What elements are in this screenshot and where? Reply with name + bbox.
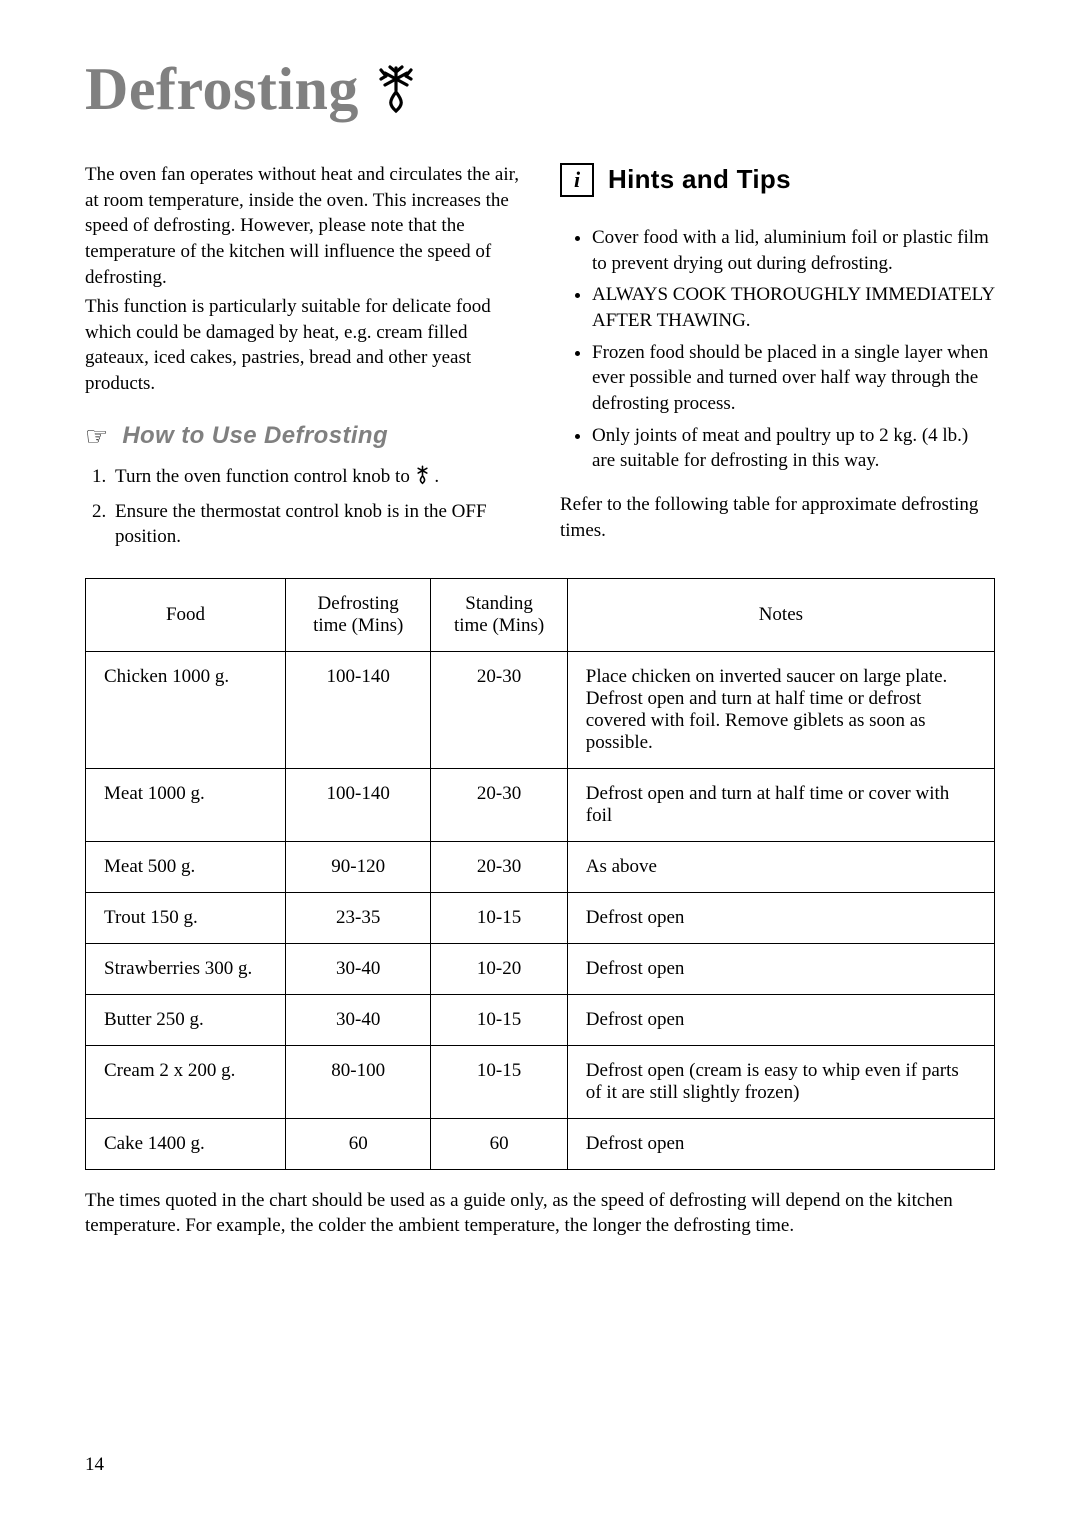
howto-heading: How to Use Defrosting	[122, 420, 388, 452]
two-column-layout: The oven fan operates without heat and c…	[85, 162, 995, 556]
cell-standing-time: 20-30	[431, 651, 567, 768]
page: Defrosting The oven fan operates without…	[0, 0, 1080, 1528]
cell-standing-time: 20-30	[431, 768, 567, 841]
intro-paragraph-1: The oven fan operates without heat and c…	[85, 162, 520, 290]
cell-food: Chicken 1000 g.	[86, 651, 286, 768]
hint-item: Cover food with a lid, aluminium foil or…	[592, 225, 995, 276]
defrosting-table: Food Defrosting time (Mins) Standing tim…	[85, 578, 995, 1170]
hint-item: Only joints of meat and poultry up to 2 …	[592, 423, 995, 474]
hints-heading-row: i Hints and Tips	[560, 162, 995, 197]
table-row: Cake 1400 g. 60 60 Defrost open	[86, 1118, 995, 1169]
footnote: The times quoted in the chart should be …	[85, 1188, 995, 1239]
cell-defrost-time: 60	[285, 1118, 430, 1169]
hints-list: Cover food with a lid, aluminium foil or…	[560, 225, 995, 474]
howto-steps: Turn the oven function control knob to .	[85, 464, 520, 550]
pointing-hand-icon: ☞	[85, 419, 108, 454]
cell-notes: Defrost open	[567, 1118, 994, 1169]
cell-defrost-time: 30-40	[285, 994, 430, 1045]
cell-standing-time: 20-30	[431, 841, 567, 892]
cell-food: Strawberries 300 g.	[86, 943, 286, 994]
table-row: Chicken 1000 g. 100-140 20-30 Place chic…	[86, 651, 995, 768]
table-row: Meat 500 g. 90-120 20-30 As above	[86, 841, 995, 892]
cell-standing-time: 60	[431, 1118, 567, 1169]
cell-defrost-time: 80-100	[285, 1045, 430, 1118]
hints-refer: Refer to the following table for approxi…	[560, 492, 995, 543]
hint-item: ALWAYS COOK THOROUGHLY IMMEDIATELY AFTER…	[592, 282, 995, 333]
info-icon: i	[560, 163, 594, 197]
howto-step-1: Turn the oven function control knob to .	[111, 464, 520, 493]
table-row: Cream 2 x 200 g. 80-100 10-15 Defrost op…	[86, 1045, 995, 1118]
cell-notes: Defrost open	[567, 892, 994, 943]
page-number: 14	[85, 1454, 104, 1476]
cell-notes: Defrost open	[567, 994, 994, 1045]
cell-standing-time: 10-20	[431, 943, 567, 994]
defrost-icon-inline	[415, 469, 435, 490]
table-row: Butter 250 g. 30-40 10-15 Defrost open	[86, 994, 995, 1045]
cell-defrost-time: 100-140	[285, 768, 430, 841]
cell-notes: As above	[567, 841, 994, 892]
step1-text-pre: Turn the oven function control knob to	[115, 466, 415, 487]
cell-standing-time: 10-15	[431, 892, 567, 943]
cell-food: Cream 2 x 200 g.	[86, 1045, 286, 1118]
defrost-icon	[377, 65, 415, 115]
cell-food: Cake 1400 g.	[86, 1118, 286, 1169]
cell-notes: Defrost open and turn at half time or co…	[567, 768, 994, 841]
intro-paragraph-2: This function is particularly suitable f…	[85, 294, 520, 397]
howto-step-2: Ensure the thermostat control knob is in…	[111, 499, 520, 550]
cell-defrost-time: 100-140	[285, 651, 430, 768]
table-row: Strawberries 300 g. 30-40 10-20 Defrost …	[86, 943, 995, 994]
title-row: Defrosting	[85, 55, 995, 124]
th-defrost-time: Defrosting time (Mins)	[285, 578, 430, 651]
howto-heading-row: ☞ How to Use Defrosting	[85, 419, 520, 454]
cell-standing-time: 10-15	[431, 1045, 567, 1118]
cell-food: Meat 1000 g.	[86, 768, 286, 841]
cell-food: Trout 150 g.	[86, 892, 286, 943]
table-row: Meat 1000 g. 100-140 20-30 Defrost open …	[86, 768, 995, 841]
right-column: i Hints and Tips Cover food with a lid, …	[560, 162, 995, 556]
th-standing-time: Standing time (Mins)	[431, 578, 567, 651]
step2-text: Ensure the thermostat control knob is in…	[115, 501, 487, 548]
cell-defrost-time: 90-120	[285, 841, 430, 892]
table-header-row: Food Defrosting time (Mins) Standing tim…	[86, 578, 995, 651]
cell-standing-time: 10-15	[431, 994, 567, 1045]
cell-food: Meat 500 g.	[86, 841, 286, 892]
step1-text-post: .	[434, 466, 439, 487]
left-column: The oven fan operates without heat and c…	[85, 162, 520, 556]
cell-defrost-time: 30-40	[285, 943, 430, 994]
cell-food: Butter 250 g.	[86, 994, 286, 1045]
th-food: Food	[86, 578, 286, 651]
hint-item: Frozen food should be placed in a single…	[592, 340, 995, 417]
table-body: Chicken 1000 g. 100-140 20-30 Place chic…	[86, 651, 995, 1169]
hints-heading: Hints and Tips	[608, 162, 791, 197]
cell-defrost-time: 23-35	[285, 892, 430, 943]
cell-notes: Place chicken on inverted saucer on larg…	[567, 651, 994, 768]
cell-notes: Defrost open (cream is easy to whip even…	[567, 1045, 994, 1118]
th-notes: Notes	[567, 578, 994, 651]
cell-notes: Defrost open	[567, 943, 994, 994]
table-row: Trout 150 g. 23-35 10-15 Defrost open	[86, 892, 995, 943]
page-title: Defrosting	[85, 55, 359, 124]
